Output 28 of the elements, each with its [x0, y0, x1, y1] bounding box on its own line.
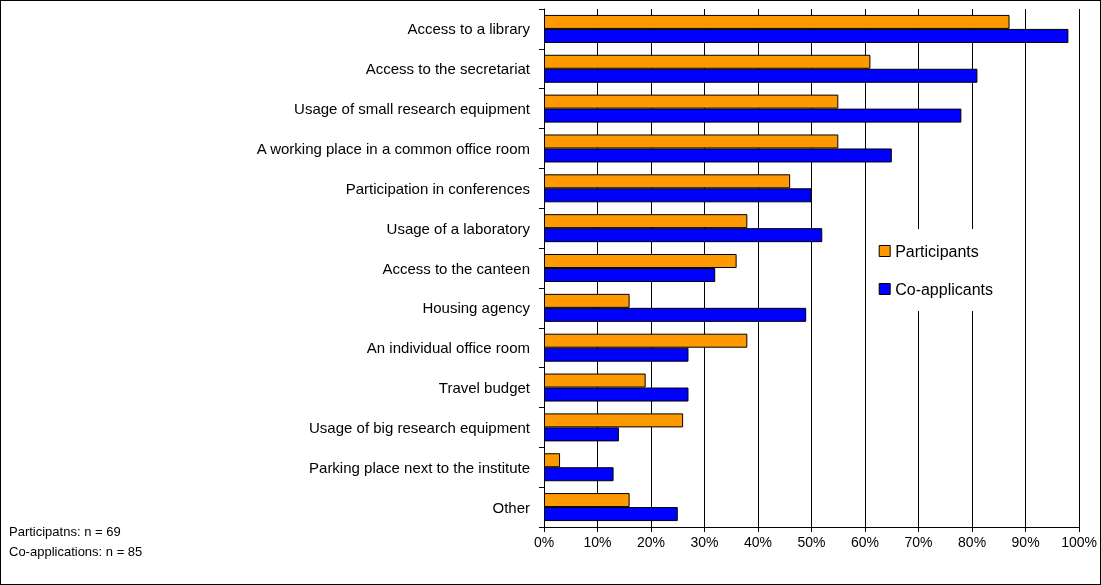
y-tick-label: Housing agency — [422, 299, 531, 317]
x-tick-label: 100% — [1061, 534, 1097, 550]
x-tick-label: 70% — [904, 534, 933, 550]
x-tick-label: 60% — [851, 534, 880, 550]
x-tick-label: 0% — [533, 534, 555, 550]
legend-label: Participants — [895, 242, 979, 260]
x-tick-label: 10% — [583, 534, 612, 550]
x-tick-label: 40% — [744, 534, 773, 550]
y-tick-label: Parking place next to the institute — [309, 458, 530, 476]
y-tick-label: Access to the canteen — [382, 259, 530, 277]
x-tick-label: 50% — [797, 534, 826, 550]
y-tick-label: A working place in a common office room — [256, 139, 530, 157]
x-tick-label: 30% — [690, 534, 719, 550]
y-tick-label: Participation in conferences — [345, 179, 530, 197]
x-tick-label: 20% — [637, 534, 666, 550]
y-tick-label: Other — [492, 498, 530, 516]
y-tick-label: Usage of a laboratory — [386, 219, 531, 237]
y-tick-label: Usage of big research equipment — [309, 418, 531, 436]
y-tick-label: Travel budget — [438, 379, 531, 397]
text: Co-applications: n = 85 — [9, 544, 143, 559]
y-tick-label: Access to the secretariat — [365, 60, 531, 78]
legend-label: Co-applicants — [895, 280, 993, 298]
x-tick-label: 80% — [958, 534, 987, 550]
y-tick-label: Access to a library — [407, 20, 531, 38]
y-tick-label: Usage of small research equipment — [294, 100, 531, 118]
x-tick-label: 90% — [1011, 534, 1040, 550]
text: Participatns: n = 69 — [9, 524, 121, 539]
y-tick-label: An individual office room — [366, 339, 530, 357]
